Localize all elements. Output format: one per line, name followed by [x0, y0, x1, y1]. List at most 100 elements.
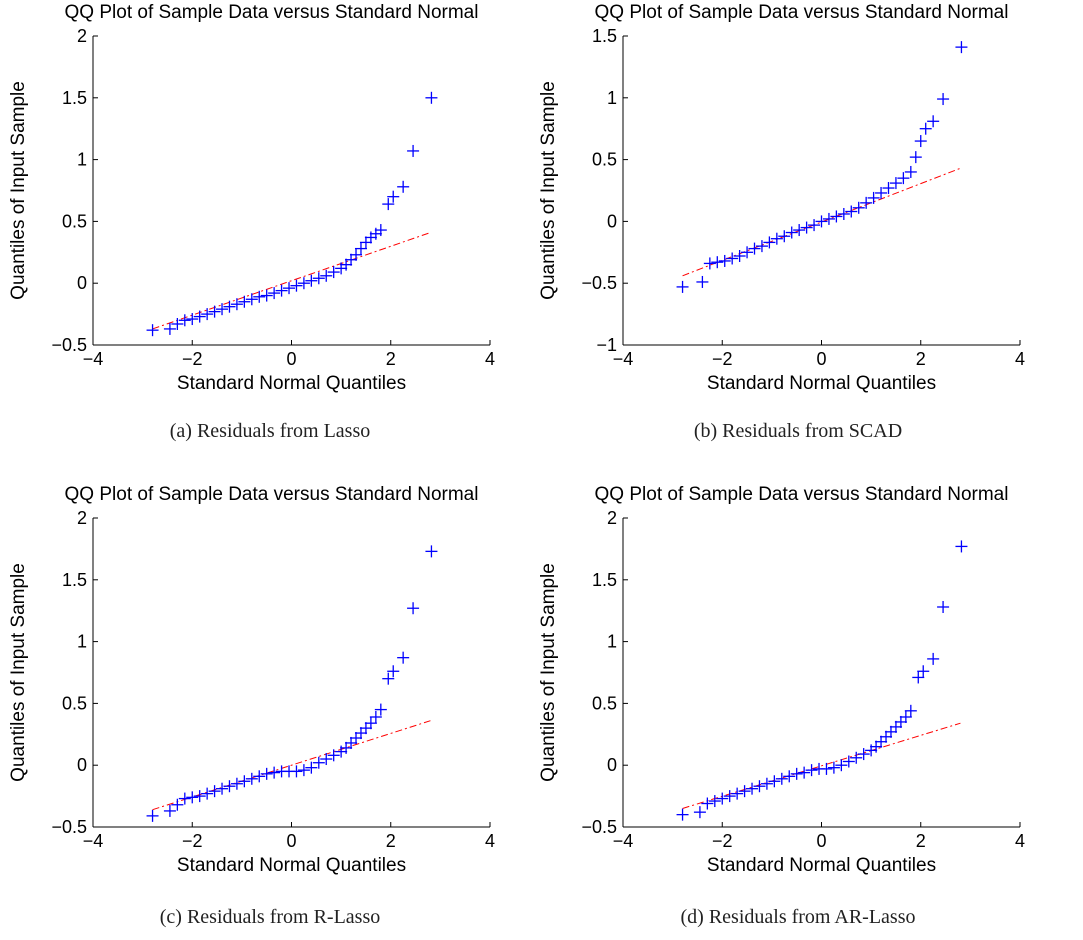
- data-point: [815, 215, 828, 228]
- data-point: [790, 767, 803, 780]
- y-axis-label: Quantiles of Input Sample: [8, 81, 29, 300]
- data-point: [223, 780, 236, 793]
- data-point: [753, 780, 766, 793]
- data-point: [387, 665, 400, 678]
- data-point: [880, 730, 893, 743]
- reference-line: [682, 722, 961, 809]
- data-point: [919, 122, 932, 135]
- y-tick-label: 0: [607, 211, 617, 231]
- data-point: [852, 201, 865, 214]
- y-tick-label: −0.5: [581, 273, 617, 293]
- y-tick-label: 1.5: [62, 88, 87, 108]
- data-point: [382, 198, 395, 211]
- data-point: [382, 672, 395, 685]
- y-axis-label: Quantiles of Input Sample: [538, 81, 559, 300]
- data-point: [696, 275, 709, 288]
- chart-title: QQ Plot of Sample Data versus Standard N…: [65, 484, 479, 505]
- data-point: [937, 600, 950, 613]
- data-point: [201, 787, 214, 800]
- x-tick-label: 0: [286, 831, 296, 851]
- y-tick-label: 0.5: [62, 693, 87, 713]
- data-point: [783, 770, 796, 783]
- data-point: [889, 720, 902, 733]
- data-point: [297, 277, 310, 290]
- data-point: [146, 324, 159, 337]
- data-point: [914, 135, 927, 148]
- x-tick-label: 2: [916, 349, 926, 369]
- x-tick-label: 2: [386, 349, 396, 369]
- y-tick-label: −1: [596, 335, 617, 355]
- data-point: [359, 236, 372, 249]
- data-point: [927, 652, 940, 665]
- x-tick-label: −2: [712, 831, 733, 851]
- y-tick-label: 0: [77, 273, 87, 293]
- data-point: [842, 755, 855, 768]
- data-point: [290, 279, 303, 292]
- y-axis-label: Quantiles of Input Sample: [8, 563, 29, 782]
- data-point: [163, 322, 176, 335]
- data-point: [354, 727, 367, 740]
- data-point: [912, 671, 925, 684]
- data-point: [397, 651, 410, 664]
- y-tick-label: 2: [607, 508, 617, 528]
- data-point: [723, 790, 736, 803]
- data-point: [216, 303, 229, 316]
- x-tick-label: −4: [83, 349, 104, 369]
- data-point: [820, 762, 833, 775]
- caption-d: (d) Residuals from AR-Lasso: [680, 906, 916, 928]
- x-tick-label: −2: [712, 349, 733, 369]
- data-point: [178, 792, 191, 805]
- data-point: [260, 767, 273, 780]
- data-point: [345, 253, 358, 266]
- data-point: [676, 280, 689, 293]
- x-tick-label: 0: [286, 349, 296, 369]
- data-point: [407, 602, 420, 615]
- data-point: [208, 305, 221, 318]
- qq-plot-scad: QQ Plot of Sample Data versus Standard N…: [538, 2, 1025, 394]
- data-point: [312, 272, 325, 285]
- x-tick-label: 4: [1015, 349, 1025, 369]
- y-tick-label: 0.5: [592, 693, 617, 713]
- x-axis-label: Standard Normal Quantiles: [707, 373, 936, 394]
- data-point: [178, 314, 191, 327]
- data-point: [186, 791, 199, 804]
- data-point: [875, 186, 888, 199]
- data-point: [374, 703, 387, 716]
- data-point: [711, 256, 724, 269]
- data-point: [268, 766, 281, 779]
- y-tick-label: 0: [77, 755, 87, 775]
- data-point: [297, 764, 310, 777]
- data-point: [909, 151, 922, 164]
- chart-title: QQ Plot of Sample Data versus Standard N…: [595, 2, 1009, 23]
- x-tick-label: −2: [182, 349, 203, 369]
- data-point: [778, 230, 791, 243]
- data-point: [835, 759, 848, 772]
- data-point: [741, 246, 754, 259]
- data-point: [889, 177, 902, 190]
- qq-plot-lasso: QQ Plot of Sample Data versus Standard N…: [8, 2, 495, 394]
- data-point: [354, 242, 367, 255]
- data-point: [327, 749, 340, 762]
- x-tick-label: −4: [83, 831, 104, 851]
- x-tick-label: 4: [485, 831, 495, 851]
- y-tick-label: 1: [607, 88, 617, 108]
- data-point: [827, 761, 840, 774]
- caption-c: (c) Residuals from R-Lasso: [159, 906, 381, 928]
- data-point: [350, 248, 363, 261]
- data-point: [290, 765, 303, 778]
- reference-line: [152, 232, 431, 330]
- chart-title: QQ Plot of Sample Data versus Standard N…: [65, 2, 479, 23]
- data-point: [860, 196, 873, 209]
- data-point: [345, 736, 358, 749]
- data-point: [230, 777, 243, 790]
- data-point: [171, 317, 184, 330]
- chart-title: QQ Plot of Sample Data versus Standard N…: [595, 484, 1009, 505]
- data-point: [726, 252, 739, 265]
- data-point: [937, 93, 950, 106]
- y-tick-label: 1.5: [62, 570, 87, 590]
- data-point: [171, 798, 184, 811]
- data-point: [369, 710, 382, 723]
- x-axis-label: Standard Normal Quantiles: [707, 855, 936, 876]
- data-point: [320, 753, 333, 766]
- data-point: [676, 808, 689, 821]
